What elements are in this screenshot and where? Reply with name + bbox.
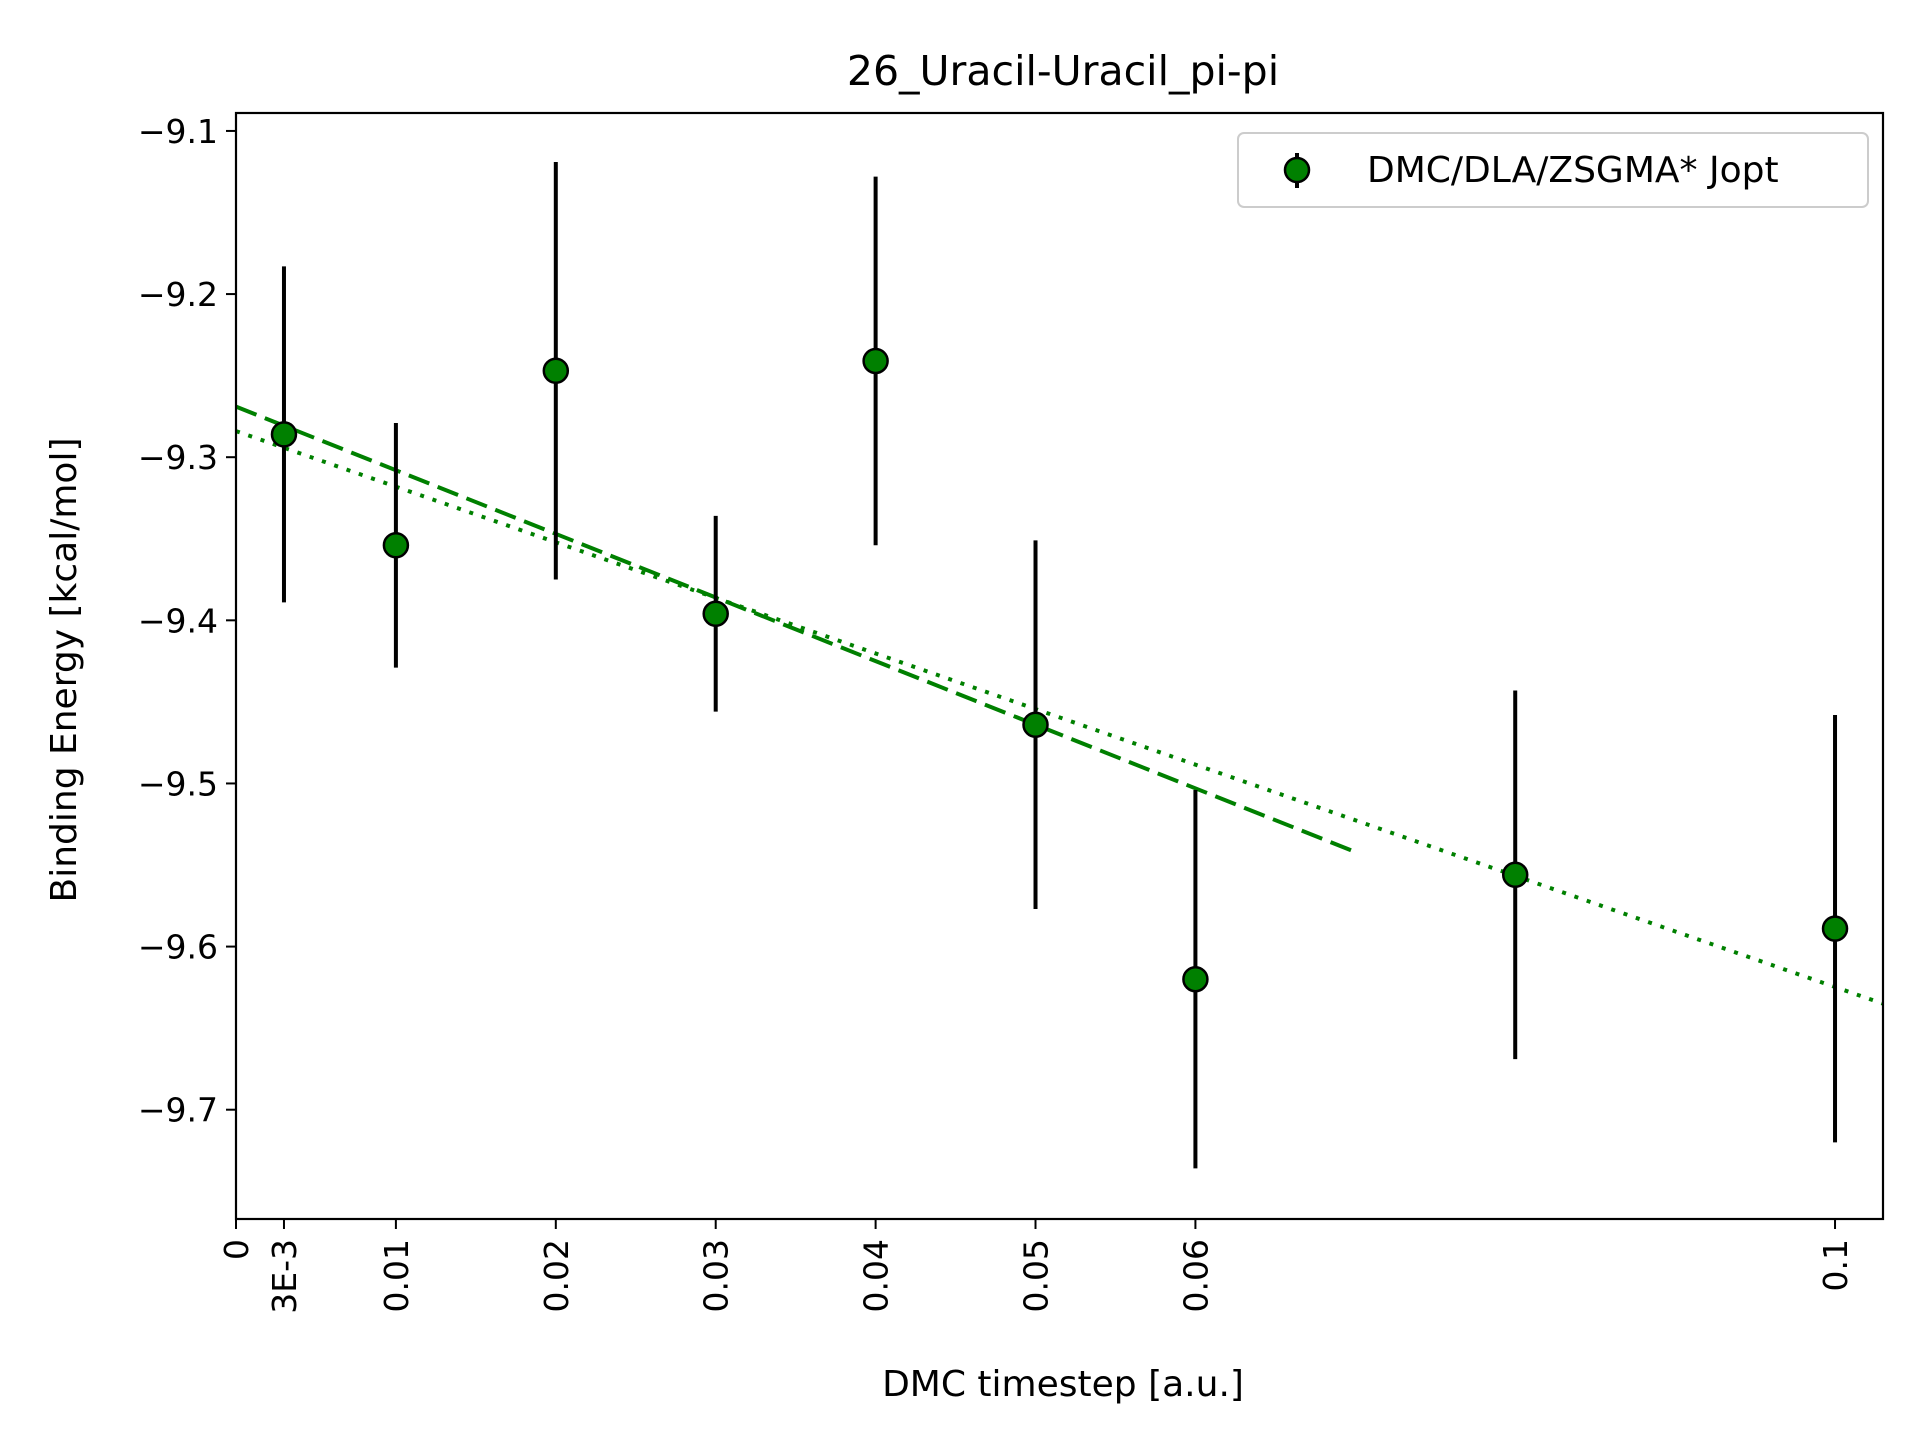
chart-title: 26_Uracil-Uracil_pi-pi xyxy=(847,47,1279,95)
data-point xyxy=(702,600,729,628)
x-tick-label: 0.06 xyxy=(1176,1239,1215,1312)
fit-line-dashed xyxy=(235,404,1357,854)
y-tick-label: −9.3 xyxy=(138,438,218,477)
x-axis-label: DMC timestep [a.u.] xyxy=(882,1364,1244,1405)
x-tick-label: 0.03 xyxy=(697,1239,736,1312)
data-point xyxy=(270,421,298,448)
x-tick-label: 0.02 xyxy=(537,1239,576,1312)
data-point xyxy=(1501,861,1529,889)
y-axis-ticks: −9.1 −9.2 −9.3 −9.4 −9.5 −9.6 −9.7 xyxy=(138,112,236,1130)
x-tick-label: 0.1 xyxy=(1816,1239,1855,1291)
x-tick-label: 0.01 xyxy=(377,1239,416,1312)
legend-entry-label: DMC/DLA/ZSGMA* Jopt xyxy=(1367,150,1779,191)
x-axis-ticks: 0 3E-3 0.01 0.02 0.03 0.04 0.05 0.06 0.1 xyxy=(217,1219,1855,1314)
y-tick-label: −9.4 xyxy=(138,601,218,640)
y-tick-label: −9.2 xyxy=(138,275,218,314)
legend-box xyxy=(1237,132,1869,208)
y-axis-label: Binding Energy [kcal/mol] xyxy=(44,438,85,903)
fit-lines xyxy=(235,404,1884,1006)
data-point xyxy=(382,532,410,559)
legend-point-marker xyxy=(1283,156,1311,184)
x-tick-label: 0 xyxy=(217,1239,256,1260)
fit-line-dotted xyxy=(235,429,1884,1006)
y-tick-label: −9.6 xyxy=(138,928,218,967)
y-tick-label: −9.1 xyxy=(138,112,218,151)
data-point xyxy=(1182,965,1209,993)
x-tick-label: 0.04 xyxy=(857,1239,896,1312)
data-points xyxy=(270,347,1849,993)
legend: DMC/DLA/ZSGMA* Jopt xyxy=(1237,132,1869,208)
x-tick-label: 0.05 xyxy=(1017,1239,1056,1312)
data-point xyxy=(1022,711,1049,738)
data-point xyxy=(862,347,889,375)
data-point xyxy=(1821,915,1849,942)
x-tick-label: 3E-3 xyxy=(265,1239,304,1314)
plot-area-frame xyxy=(234,111,1885,1221)
data-point xyxy=(542,357,570,384)
y-tick-label: −9.7 xyxy=(138,1091,218,1130)
y-tick-label: −9.5 xyxy=(138,764,218,803)
